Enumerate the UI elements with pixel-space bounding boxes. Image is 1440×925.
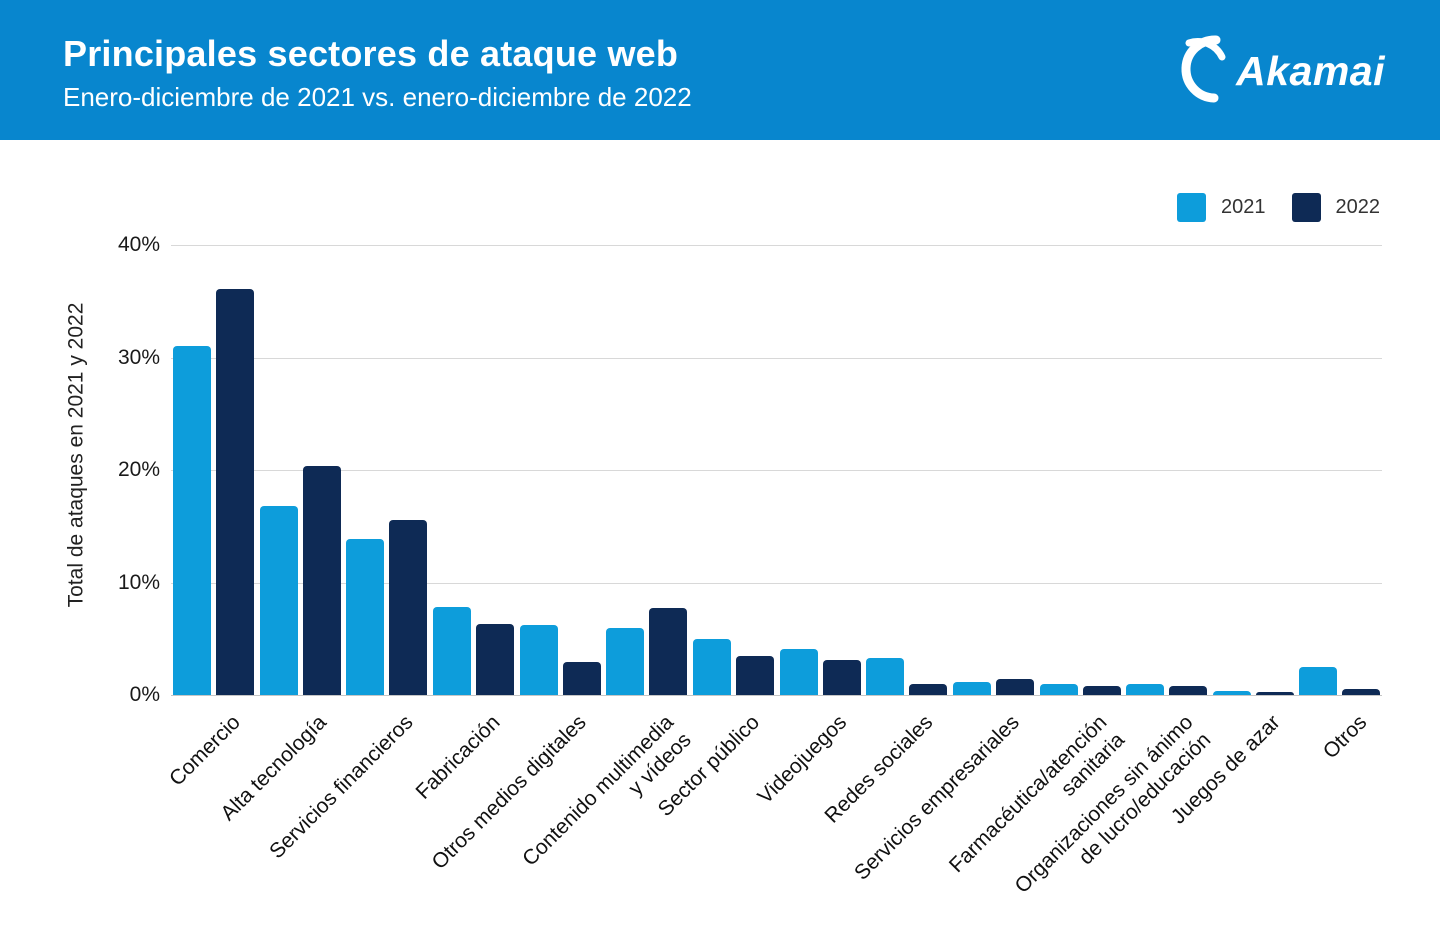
gridline-30 bbox=[171, 357, 1382, 359]
bar-2022-group-1 bbox=[216, 288, 254, 695]
bar-2022-group-7 bbox=[735, 655, 774, 695]
legend-swatch-2021 bbox=[1177, 193, 1206, 222]
akamai-logo: Akamai bbox=[1160, 32, 1385, 110]
bar-2022-group-5 bbox=[562, 662, 601, 695]
legend-item-2021: 2021 bbox=[1177, 193, 1266, 222]
x-axis-label: Fabricación bbox=[411, 710, 505, 804]
legend-label-2022: 2022 bbox=[1335, 196, 1381, 218]
bar-2021-group-4 bbox=[432, 607, 471, 695]
bar-2022-group-12 bbox=[1169, 686, 1208, 695]
y-tick-label: 0% bbox=[129, 683, 160, 706]
x-axis-label: Servicios financieros bbox=[265, 710, 418, 864]
bar-2021-group-12 bbox=[1126, 683, 1165, 695]
gridline-0 bbox=[171, 695, 1382, 696]
page-subtitle: Enero-diciembre de 2021 vs. enero-diciem… bbox=[63, 82, 692, 112]
akamai-swoosh-icon bbox=[1160, 31, 1234, 112]
bar-2021-group-6 bbox=[606, 627, 645, 695]
bar-2022-group-11 bbox=[1082, 686, 1121, 695]
bar-2022-group-14 bbox=[1342, 689, 1381, 695]
bar-2021-group-8 bbox=[779, 648, 818, 695]
bar-2021-group-2 bbox=[259, 506, 298, 695]
bar-2021-group-14 bbox=[1299, 666, 1338, 695]
bar-2021-group-7 bbox=[692, 638, 731, 695]
bar-2022-group-9 bbox=[909, 683, 948, 695]
bar-2021-group-11 bbox=[1039, 683, 1078, 695]
akamai-logo-text: Akamai bbox=[1236, 47, 1385, 94]
bar-2021-group-13 bbox=[1212, 690, 1251, 695]
bar-2021-group-10 bbox=[952, 681, 991, 695]
y-tick-label: 10% bbox=[117, 570, 160, 594]
bar-2021-group-9 bbox=[866, 657, 905, 695]
legend-item-2022: 2022 bbox=[1291, 193, 1381, 222]
bar-2021-group-5 bbox=[519, 625, 558, 695]
bar-2022-group-10 bbox=[995, 679, 1034, 695]
gridline-10 bbox=[171, 582, 1382, 584]
gridline-20 bbox=[171, 470, 1382, 471]
x-axis-label: Otros bbox=[1318, 710, 1371, 764]
bar-2022-group-8 bbox=[822, 660, 861, 695]
bar-2022-group-4 bbox=[475, 624, 514, 695]
y-tick-label: 40% bbox=[117, 233, 160, 256]
legend-swatch-2022 bbox=[1291, 193, 1321, 222]
y-tick-label: 30% bbox=[117, 345, 160, 369]
gridline-40 bbox=[171, 245, 1382, 246]
bar-2022-group-3 bbox=[389, 519, 428, 695]
bar-2021-group-3 bbox=[346, 538, 385, 695]
y-tick-label: 20% bbox=[117, 458, 160, 481]
header: Principales sectores de ataque web Enero… bbox=[0, 0, 1440, 140]
legend: 2021 2022 bbox=[1177, 193, 1380, 222]
bar-2022-group-6 bbox=[649, 608, 688, 695]
page-title: Principales sectores de ataque web bbox=[63, 33, 679, 74]
bar-2021-group-1 bbox=[173, 346, 211, 695]
bar-2022-group-13 bbox=[1255, 691, 1294, 695]
bar-2022-group-2 bbox=[302, 465, 341, 695]
x-axis-label: Comercio bbox=[164, 710, 245, 791]
legend-label-2021: 2021 bbox=[1221, 196, 1266, 218]
